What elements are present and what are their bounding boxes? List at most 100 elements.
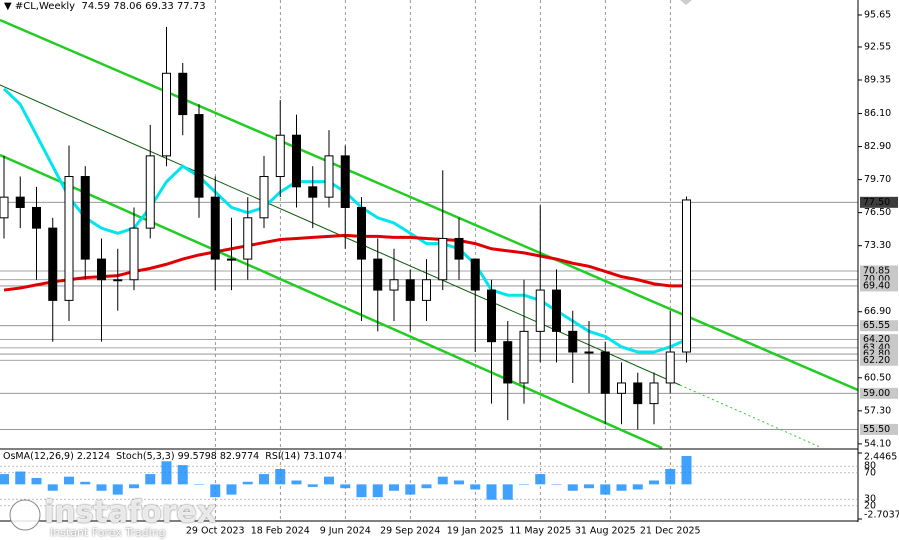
watermark-logo	[9, 499, 41, 531]
osma-bar	[129, 484, 139, 489]
osma-bar	[259, 474, 269, 485]
osma-bar	[112, 484, 123, 495]
indicator-level-label: 80	[864, 461, 876, 472]
candle-body	[243, 217, 253, 260]
level-label: 59.00	[863, 388, 890, 399]
osma-bar	[681, 456, 692, 485]
osma-bar	[600, 484, 611, 495]
candle-body	[32, 206, 41, 229]
level-label: 69.40	[863, 280, 890, 291]
x-tick-label: 21 Dec 2025	[640, 526, 701, 537]
candle-body	[405, 279, 415, 301]
candle-body	[0, 196, 9, 219]
candle-body	[145, 155, 155, 229]
candle-body	[389, 279, 399, 291]
osma-bar	[437, 476, 448, 485]
osma-bar	[291, 480, 302, 485]
osma-bar	[486, 484, 497, 500]
osma-bar	[405, 484, 416, 495]
stoch-signal: 82.9774	[219, 451, 260, 462]
candle-body	[503, 341, 513, 384]
osma-bar	[161, 461, 172, 485]
candle-body	[552, 289, 561, 332]
osma-bar	[307, 484, 318, 487]
level-label: 64.20	[863, 334, 890, 345]
scroll-marker	[680, 0, 692, 5]
y-tick-label: 66.90	[864, 306, 891, 317]
indicator-tick-label: -2.7037	[864, 510, 899, 521]
y-tick-label: 54.10	[864, 438, 891, 449]
x-tick-label: 31 Aug 2025	[575, 526, 636, 537]
candle-body	[617, 382, 626, 394]
level-label-box	[860, 423, 898, 435]
osma-bar	[372, 484, 383, 498]
x-tick-label: 19 Jan 2025	[447, 526, 504, 537]
level-label-box	[860, 196, 898, 208]
candle-body	[633, 382, 643, 405]
osma-bar	[177, 465, 188, 485]
y-tick-label: 86.10	[864, 108, 891, 119]
candle-body	[227, 258, 236, 261]
candle-body	[275, 134, 285, 178]
osma-bar	[389, 484, 399, 491]
osma-bar	[519, 484, 529, 485]
candle-body	[470, 258, 480, 291]
candle-body	[682, 199, 691, 353]
osma-bar	[616, 484, 627, 491]
chart-header: ▼ #CL,Weekly 74.59 78.06 69.33 77.73	[4, 1, 206, 12]
candle-body	[210, 196, 220, 260]
candle-body	[568, 330, 578, 353]
watermark-brand: instaforex	[44, 495, 217, 530]
osma-bar	[567, 484, 578, 491]
y-tick-label: 57.30	[864, 405, 891, 416]
open: 74.59	[81, 1, 111, 12]
level-label: 70.00	[863, 274, 890, 285]
high: 78.06	[113, 1, 142, 12]
osma-bar	[242, 481, 253, 485]
level-label: 55.50	[863, 424, 890, 435]
x-tick-label: 29 Oct 2023	[186, 526, 245, 537]
osma-bar	[0, 474, 9, 485]
indicator-level-label: 70	[864, 467, 876, 478]
trend-lines	[0, 0, 859, 522]
x-tick-label: 9 Jun 2024	[320, 526, 371, 537]
trend-line-extension	[679, 384, 821, 448]
candle-body	[308, 186, 318, 198]
osma-bar	[454, 480, 464, 485]
candle-body	[373, 258, 383, 291]
indicator-tick-label: 2.4465	[864, 452, 897, 463]
candle-body	[178, 72, 188, 116]
stoch-name: Stoch(5,3,3)	[116, 451, 175, 462]
osma-bar	[96, 484, 107, 491]
y-tick-label: 95.65	[864, 9, 891, 20]
osma-bar	[632, 484, 643, 490]
level-label-box	[860, 354, 898, 366]
indicator-level-label: 20	[864, 500, 876, 511]
osma-bar	[80, 481, 91, 485]
candle-body	[535, 289, 545, 332]
level-label: 63.40	[863, 342, 890, 353]
indicator-level-label: 30	[864, 494, 876, 505]
y-tick-label: 73.30	[864, 240, 891, 251]
osma-bar	[210, 484, 221, 498]
candle-body	[584, 351, 594, 354]
candle-body	[259, 176, 269, 219]
level-label: 77.50	[863, 197, 890, 208]
candle-body	[422, 279, 431, 301]
osma-bar	[584, 484, 594, 489]
symbol: #CL,Weekly	[14, 1, 76, 12]
x-tick-label: 11 May 2025	[509, 526, 571, 537]
osma-bar	[47, 484, 58, 491]
osma-value: 2.2124	[76, 451, 111, 462]
osma-bar	[275, 468, 286, 485]
y-tick-label: 60.50	[864, 372, 891, 383]
watermark-tagline: Instant Forex Trading	[50, 526, 166, 539]
level-label-box	[860, 348, 898, 360]
level-label-box	[860, 342, 898, 354]
candle-body	[519, 330, 529, 384]
osma-bar	[470, 484, 481, 490]
osma-bar	[649, 480, 659, 485]
x-tick-label: 29 Sep 2024	[380, 526, 440, 537]
close: 77.73	[176, 1, 206, 12]
